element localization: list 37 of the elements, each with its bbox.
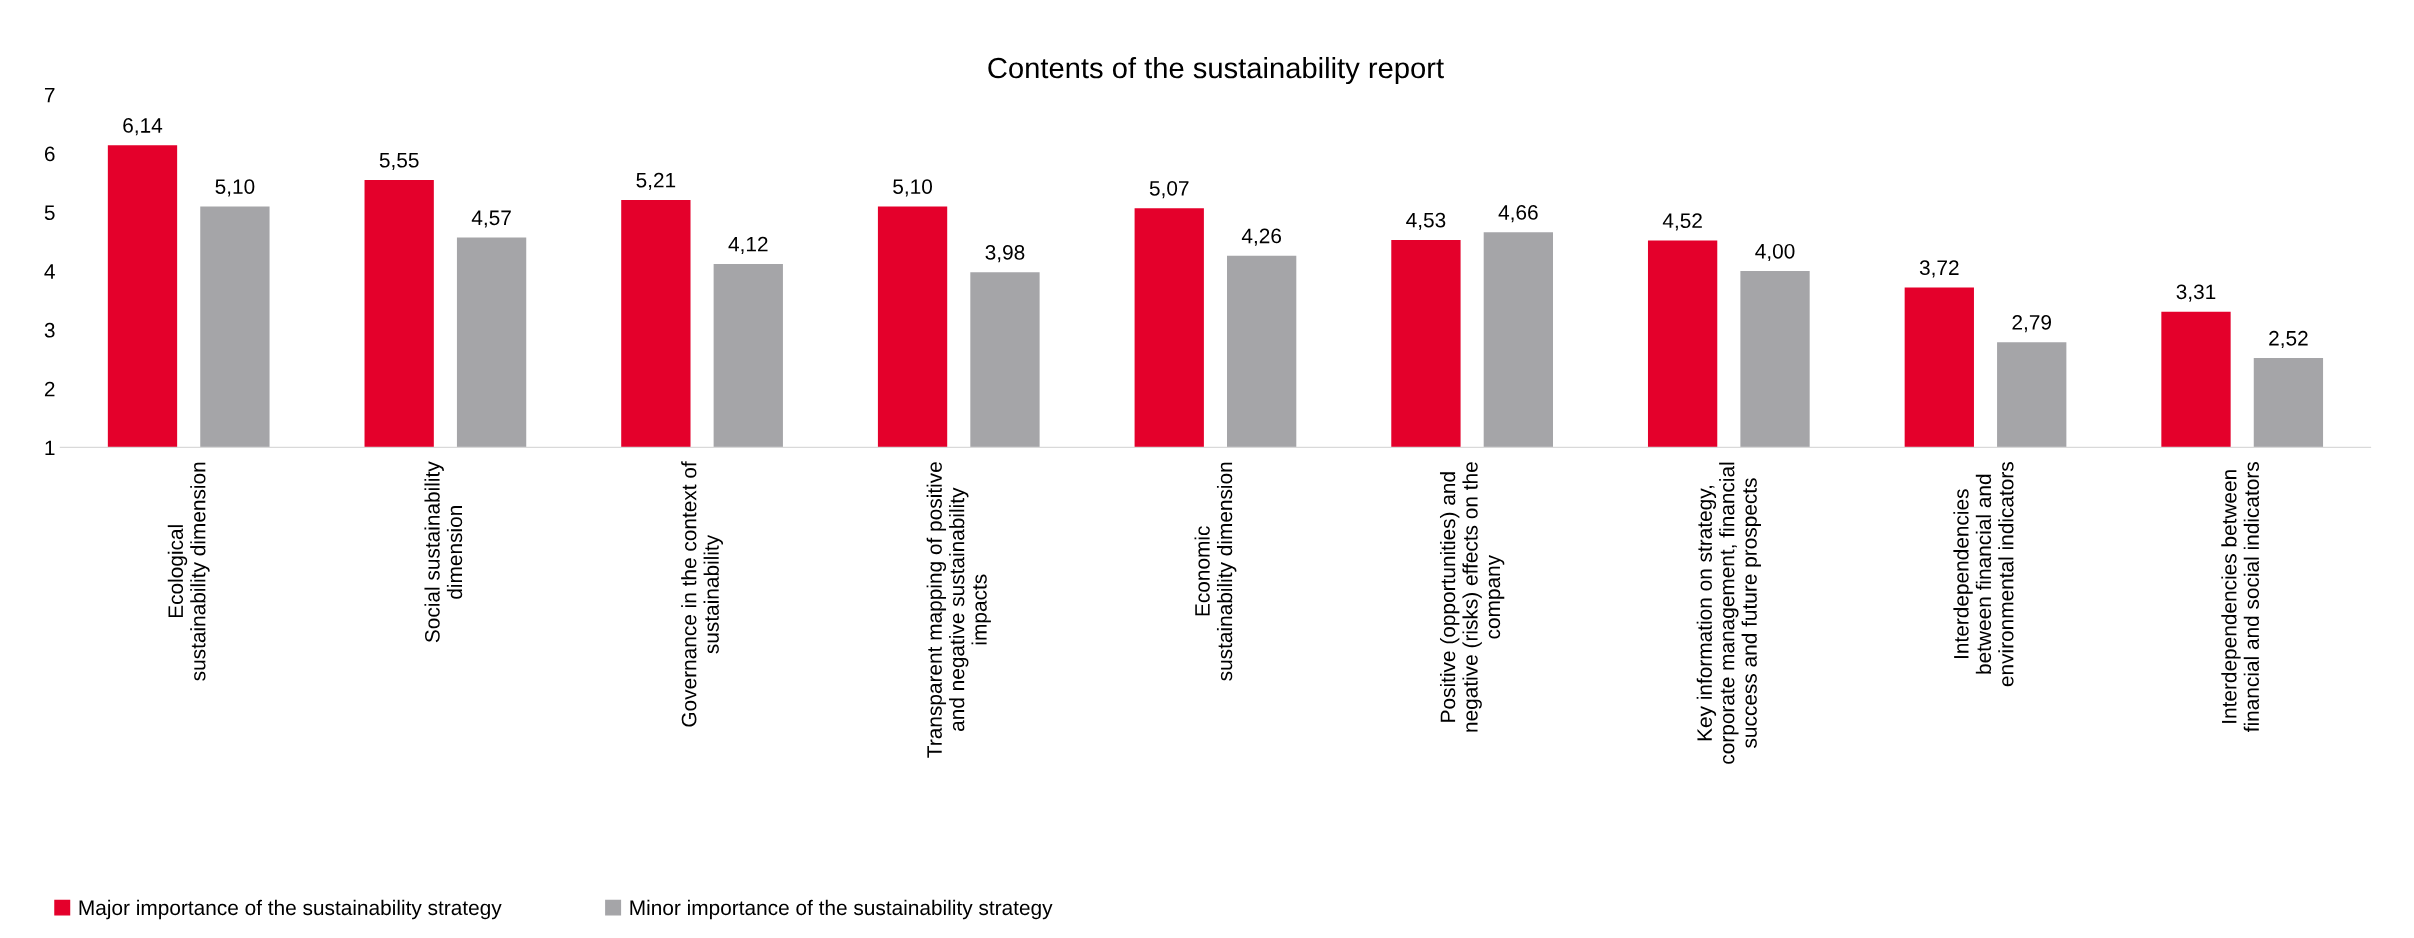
data-label: 2,79 <box>2012 315 2052 333</box>
y-tick-label: 2 <box>44 381 55 397</box>
x-tick-label: Transparent mapping of positive and negative sustainability impacts <box>926 462 991 758</box>
data-label: 2,52 <box>2269 330 2308 349</box>
legend-label: Major importance of the sustainability strategy <box>79 899 502 920</box>
x-tick-label: Ecological sustainability dimension <box>167 462 210 681</box>
data-label: 4,66 <box>1498 205 1538 223</box>
y-tick-label: 5 <box>44 205 55 221</box>
x-tick-label: Interdependencies between financial and environmental indicators <box>1953 462 2014 687</box>
data-label: 5,10 <box>215 179 255 197</box>
y-tick-label: 4 <box>44 264 55 279</box>
x-tick-label: Key information on strategy, corporate management, financial success and future prospects <box>1696 462 1761 764</box>
x-tick-label: Economic sustainability dimension <box>1194 462 1237 681</box>
data-label: 4,26 <box>1241 228 1282 246</box>
data-label: 6,14 <box>123 118 163 136</box>
x-tick-label: Interdependencies between financial and social indicators <box>2221 462 2260 732</box>
legend-label: Minor importance of the sustainability strategy <box>630 899 1053 920</box>
x-tick-label: Positive (opportunities) and negative (risks) effects on the company <box>1439 462 1505 732</box>
data-label: 5,55 <box>379 152 419 170</box>
data-label: 3,98 <box>985 245 1025 263</box>
y-tick-label: 3 <box>44 322 55 338</box>
data-label: 3,31 <box>2176 284 2216 302</box>
data-label: 4,00 <box>1755 243 1795 262</box>
x-tick-label: Governance in the context of sustainability <box>681 461 723 727</box>
data-label: 4,57 <box>471 210 511 228</box>
data-label: 5,07 <box>1149 180 1189 199</box>
data-label: 4,53 <box>1406 212 1446 230</box>
data-label: 3,72 <box>1919 260 1959 278</box>
x-tick-label: Social sustainability dimension <box>424 461 463 643</box>
data-label: 5,21 <box>636 172 676 190</box>
data-label: 4,52 <box>1662 213 1702 231</box>
chart-title: Contents of the sustainability report <box>988 56 1444 85</box>
data-label: 4,12 <box>728 236 768 255</box>
y-tick-label: 7 <box>44 87 55 103</box>
y-tick-label: 1 <box>45 440 55 455</box>
y-tick-label: 6 <box>44 146 55 162</box>
data-label: 5,10 <box>893 179 933 197</box>
